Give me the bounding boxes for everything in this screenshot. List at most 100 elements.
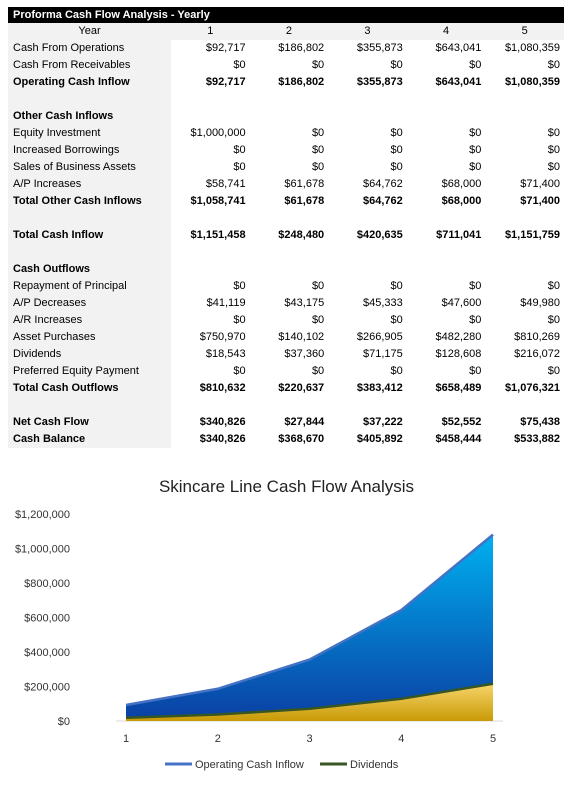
legend-label-operating-cash-inflow: Operating Cash Inflow [195, 759, 304, 771]
row-value-cell: $43,175 [284, 297, 325, 309]
row-value-cell: $420,635 [356, 229, 403, 241]
row-value-cell: $643,041 [435, 76, 482, 88]
table-row [8, 210, 564, 227]
row-value-cell: $0 [547, 127, 560, 139]
row-value-cell [407, 91, 486, 108]
row-value-cell: $18,543 [205, 348, 246, 360]
row-label: Increased Borrowings [8, 142, 171, 159]
row-value-cell [171, 91, 250, 108]
row-value-cell: $0 [390, 365, 403, 377]
row-value-cell: $0 [390, 59, 403, 71]
row-value-cell: $368,670 [278, 433, 325, 445]
row-value-cell: $58,741 [205, 178, 246, 190]
dividends-area [126, 683, 493, 721]
row-value-cell: $0 [547, 314, 560, 326]
table-row [8, 244, 564, 261]
row-value-cell: $1,000,000 [190, 127, 246, 139]
row-value-cell: $383,412 [356, 382, 403, 394]
row-value-cell [407, 210, 486, 227]
row-value-cell: $71,400 [520, 195, 560, 207]
row-value-cell: $140,102 [278, 331, 325, 343]
row-value-cell: $0 [311, 59, 325, 71]
row-label: Net Cash Flow [8, 414, 171, 431]
row-value-cell [328, 210, 407, 227]
area-chart-svg: $0 $200,000 $400,000 $600,000 $800,000 $1,000… [15, 509, 503, 771]
table-title: Proforma Cash Flow Analysis - Yearly [8, 7, 564, 23]
row-label: Total Other Cash Inflows [8, 193, 171, 210]
table-row: Asset Purchases $750,970 $140,102 $266,905 $… [8, 329, 564, 346]
row-value-cell: $355,873 [356, 76, 403, 88]
row-value-cell [407, 261, 486, 278]
row-value-cell: $0 [469, 161, 482, 173]
row-value-cell: $0 [547, 365, 560, 377]
row-label: Cash Outflows [8, 261, 171, 278]
row-label: Total Cash Inflow [8, 227, 171, 244]
dividends-line [125, 682, 494, 720]
row-value-cell [328, 261, 407, 278]
row-value-cell [407, 244, 486, 261]
row-value-cell: $186,802 [278, 76, 325, 88]
row-value-cell: $1,151,759 [504, 229, 560, 241]
row-label: Asset Purchases [8, 329, 171, 346]
row-value-cell: $405,892 [356, 433, 403, 445]
table-row: Cash Balance $340,826 $368,670 $405,892 $458… [8, 431, 564, 448]
row-value-cell: $52,552 [441, 416, 482, 428]
row-value-cell: $61,678 [284, 178, 325, 190]
row-value-cell [485, 210, 564, 227]
row-value-cell: $1,080,359 [504, 42, 560, 54]
table-row: Cash From Receivables $0 $0 $0 $0 $0 [8, 57, 564, 74]
row-value-cell [171, 261, 250, 278]
cash-flow-table: Year 1 2 3 4 5 Cash From Operations $92,7… [8, 23, 564, 448]
x-tick-label: 2 [215, 733, 221, 745]
table-row: Operating Cash Inflow $92,717 $186,802 $355… [8, 74, 564, 91]
row-value-cell: $0 [311, 314, 325, 326]
row-value-cell: $0 [233, 161, 246, 173]
row-value-cell [250, 210, 329, 227]
row-value-cell [485, 91, 564, 108]
row-value-cell: $47,600 [441, 297, 482, 309]
row-value-cell: $64,762 [363, 195, 403, 207]
row-label [8, 397, 171, 414]
row-value-cell [328, 397, 407, 414]
row-value-cell: $75,438 [520, 416, 560, 428]
table-row: Increased Borrowings $0 $0 $0 $0 $0 [8, 142, 564, 159]
row-value-cell: $0 [547, 59, 560, 71]
row-value-cell: $128,608 [435, 348, 482, 360]
table-row: Total Cash Inflow $1,151,458 $248,480 $420,… [8, 227, 564, 244]
row-value-cell [328, 108, 407, 125]
row-value-cell: $41,119 [206, 297, 246, 309]
row-value-cell: $0 [233, 144, 246, 156]
row-value-cell: $27,844 [284, 416, 325, 428]
row-label: Cash From Operations [8, 40, 171, 57]
table-row: Cash From Operations $92,717 $186,802 $355,… [8, 40, 564, 57]
operating-cash-inflow-line [125, 533, 494, 707]
row-value-cell: $0 [233, 314, 246, 326]
row-value-cell: $658,489 [435, 382, 482, 394]
row-value-cell [250, 261, 329, 278]
row-value-cell [407, 108, 486, 125]
row-value-cell: $0 [547, 144, 560, 156]
year-header-row: Year 1 2 3 4 5 [8, 23, 564, 40]
row-value-cell: $64,762 [363, 178, 403, 190]
row-label: Repayment of Principal [8, 278, 171, 295]
row-label: Equity Investment [8, 125, 171, 142]
row-value-cell: $0 [311, 127, 325, 139]
row-value-cell [171, 244, 250, 261]
row-label [8, 244, 171, 261]
table-row: Sales of Business Assets $0 $0 $0 $0 $0 [8, 159, 564, 176]
row-value-cell: $92,717 [205, 76, 246, 88]
row-value-cell [250, 244, 329, 261]
row-value-cell: $643,041 [435, 42, 482, 54]
row-value-cell: $0 [311, 280, 325, 292]
y-tick-label: $400,000 [24, 647, 70, 659]
cash-flow-chart: Skincare Line Cash Flow Analysis $0 $200,… [0, 468, 573, 786]
table-row [8, 397, 564, 414]
row-value-cell: $0 [390, 127, 403, 139]
year-header-cell: 3 [328, 23, 407, 40]
row-value-cell: $0 [469, 280, 482, 292]
row-value-cell: $0 [469, 365, 482, 377]
table-row: Equity Investment $1,000,000 $0 $0 $0 $0 [8, 125, 564, 142]
table-row: Total Other Cash Inflows $1,058,741 $61,67… [8, 193, 564, 210]
row-value-cell [485, 397, 564, 414]
row-value-cell: $45,333 [363, 297, 403, 309]
